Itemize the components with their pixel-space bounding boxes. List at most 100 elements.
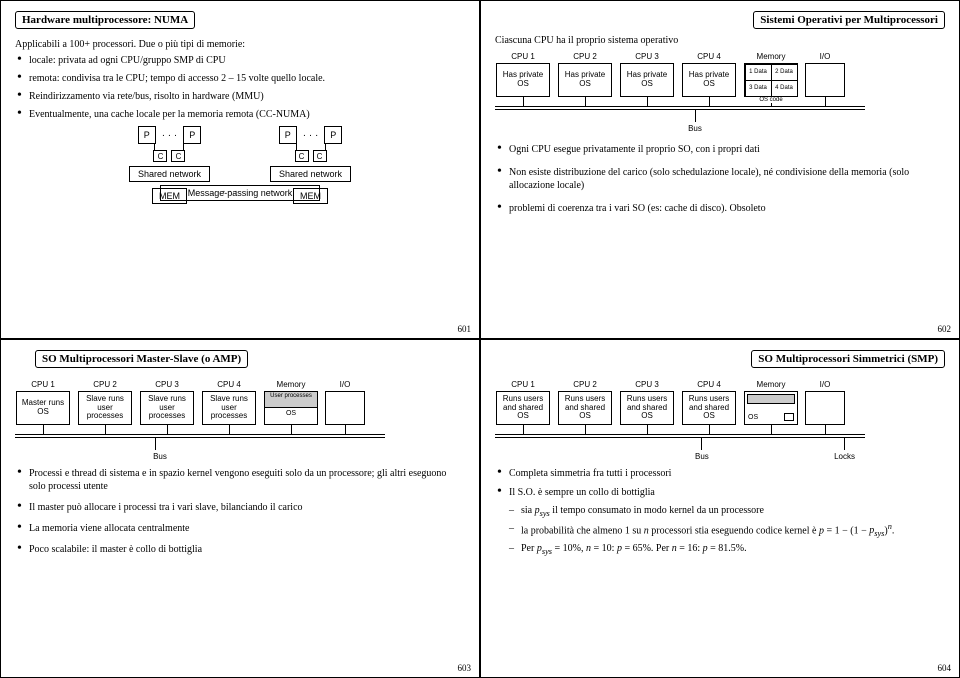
bullets-601: locale: privata ad ogni CPU/gruppo SMP d…: [15, 54, 465, 121]
bullets-602: Ogni CPU esegue privatamente il proprio …: [495, 143, 945, 215]
b: La memoria viene allocata centralmente: [15, 522, 465, 535]
panel-601: Hardware multiprocessore: NUMA Applicabi…: [0, 0, 480, 339]
page-num: 601: [458, 324, 472, 334]
mem-cell: 1 Data: [745, 64, 772, 81]
dots: · · ·: [160, 130, 180, 141]
locks-label: Locks: [834, 452, 855, 461]
b: Ogni CPU esegue privatamente il proprio …: [495, 143, 945, 156]
shared-network: Shared network: [129, 166, 210, 182]
mem-box: MEM: [293, 188, 328, 204]
panel-603: SO Multiprocessori Master-Slave (o AMP) …: [0, 339, 480, 678]
bus-diagram-604: CPU 1 Runs users and shared OS CPU 2 Runs …: [495, 380, 945, 461]
title-602: Sistemi Operativi per Multiprocessori: [753, 11, 945, 29]
page-num: 604: [938, 663, 952, 673]
b: Processi e thread di sistema e in spazio…: [15, 467, 465, 493]
bus-label: Bus: [140, 452, 180, 461]
bullets-604: Completa simmetria fra tutti i processor…: [495, 467, 945, 499]
proc-box: P: [279, 126, 297, 144]
b: Poco scalabile: il master è collo di bot…: [15, 543, 465, 556]
cpu-box: Runs users and shared OS: [620, 391, 674, 425]
cpu-label: CPU 2: [573, 380, 597, 389]
title-601: Hardware multiprocessore: NUMA: [15, 11, 195, 29]
io-box: [805, 391, 845, 425]
numa-diagram: P · · · P C C Shared network MEM P · · ·…: [60, 126, 420, 201]
dashes-604: sia psys il tempo consumato in modo kern…: [509, 504, 945, 558]
cpu-label: CPU 4: [697, 380, 721, 389]
b: Il master può allocare i processi tra i …: [15, 501, 465, 514]
cpu-label: CPU 4: [217, 380, 241, 389]
cpu-box: Has private OS: [558, 63, 612, 97]
cpu-box: Slave runs user processes: [78, 391, 132, 425]
mem-cell: 2 Data: [771, 64, 798, 81]
d: sia psys il tempo consumato in modo kern…: [509, 504, 945, 520]
b: Non esiste distribuzione del carico (sol…: [495, 166, 945, 192]
mem-bot: OS: [265, 408, 317, 424]
bullets-603: Processi e thread di sistema e in spazio…: [15, 467, 465, 556]
panel-604: SO Multiprocessori Simmetrici (SMP) CPU …: [480, 339, 960, 678]
shared-network: Shared network: [270, 166, 351, 182]
proc-box: P: [183, 126, 201, 144]
b: Completa simmetria fra tutti i processor…: [495, 467, 945, 480]
page-num: 602: [938, 324, 952, 334]
cpu-box: Has private OS: [496, 63, 550, 97]
bus-diagram-602: CPU 1Has private OS CPU 2Has private OS …: [495, 52, 945, 133]
b: Eventualmente, una cache locale per la m…: [15, 108, 465, 121]
memory-grid: 1 Data 2 Data 3 Data 4 Data: [744, 63, 798, 97]
cpu-box: Slave runs user processes: [202, 391, 256, 425]
memory-box: OS: [744, 391, 798, 425]
cpu-label: CPU 3: [635, 380, 659, 389]
io-label: I/O: [820, 380, 831, 389]
mem-label: Memory: [757, 52, 786, 61]
bus-label: Bus: [675, 124, 715, 133]
bus-label: Bus: [695, 452, 709, 461]
title-603: SO Multiprocessori Master-Slave (o AMP): [35, 350, 248, 368]
panel-602: Sistemi Operativi per Multiprocessori Ci…: [480, 0, 960, 339]
dots: · · ·: [301, 130, 321, 141]
b: Reindirizzamento via rete/bus, risolto i…: [15, 90, 465, 103]
memory-box: User processes OS: [264, 391, 318, 425]
cpu-label: CPU 1: [31, 380, 55, 389]
title-604: SO Multiprocessori Simmetrici (SMP): [751, 350, 945, 368]
os-text: OS: [748, 414, 758, 421]
cpu-box: Has private OS: [682, 63, 736, 97]
b: problemi di coerenza tra i vari SO (es: …: [495, 202, 945, 215]
d: Per psys = 10%, n = 10: p = 65%. Per n =…: [509, 542, 945, 558]
cache-box: C: [295, 150, 309, 162]
mem-cell: 3 Data: [745, 80, 772, 97]
mem-cell: 4 Data: [771, 80, 798, 97]
cpu-box: Runs users and shared OS: [558, 391, 612, 425]
cpu-box: Slave runs user processes: [140, 391, 194, 425]
cpu-box: Has private OS: [620, 63, 674, 97]
cache-box: C: [313, 150, 327, 162]
intro-602: Ciascuna CPU ha il proprio sistema opera…: [495, 35, 945, 46]
io-label: I/O: [340, 380, 351, 389]
cpu-label: CPU 4: [697, 52, 721, 61]
bus-diagram-603: CPU 1 Master runs OS CPU 2 Slave runs user…: [15, 380, 465, 461]
intro-601: Applicabili a 100+ processori. Due o più…: [15, 39, 465, 50]
d: la probabilità che almeno 1 su n process…: [509, 522, 945, 540]
cache-box: C: [171, 150, 185, 162]
cpu-label: CPU 2: [573, 52, 597, 61]
io-label: I/O: [820, 52, 831, 61]
cpu-label: CPU 3: [635, 52, 659, 61]
cpu-label: CPU 1: [511, 52, 535, 61]
mem-top: User processes: [265, 392, 317, 408]
cpu-box: Runs users and shared OS: [682, 391, 736, 425]
mem-label: Memory: [277, 380, 306, 389]
b: locale: privata ad ogni CPU/gruppo SMP d…: [15, 54, 465, 67]
mem-label: Memory: [757, 380, 786, 389]
cpu-box: Runs users and shared OS: [496, 391, 550, 425]
mem-box: MEM: [152, 188, 187, 204]
cache-box: C: [153, 150, 167, 162]
b: Il S.O. è sempre un collo di bottiglia: [495, 486, 945, 499]
cpu-box: Master runs OS: [16, 391, 70, 425]
b: remota: condivisa tra le CPU; tempo di a…: [15, 72, 465, 85]
page-num: 603: [458, 663, 472, 673]
cpu-label: CPU 3: [155, 380, 179, 389]
cpu-label: CPU 1: [511, 380, 535, 389]
io-box: [325, 391, 365, 425]
proc-box: P: [138, 126, 156, 144]
io-box: [805, 63, 845, 97]
proc-box: P: [324, 126, 342, 144]
cpu-label: CPU 2: [93, 380, 117, 389]
